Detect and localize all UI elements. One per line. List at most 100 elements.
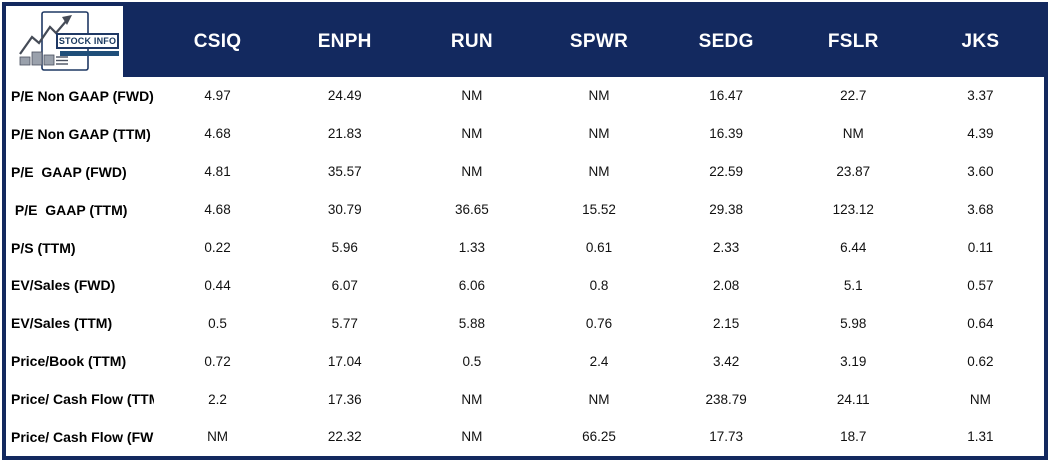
- value-cell: 0.8: [589, 277, 609, 293]
- value-cell: 16.39: [709, 126, 744, 142]
- value-cell: 15.52: [582, 202, 616, 218]
- value-cell: 4.81: [204, 164, 231, 180]
- table-row-ev-sales-ttm: EV/Sales (TTM) 0.5 5.77 5.88 0.76 2.15 5…: [6, 304, 1044, 342]
- metric-label: EV/Sales (TTM): [11, 315, 113, 332]
- header-ticker-csiq: CSIQ: [193, 30, 242, 52]
- value-cell: NM: [588, 126, 610, 142]
- value-cell: 24.11: [836, 391, 870, 407]
- value-cell: 0.64: [967, 315, 994, 331]
- metric-label: EV/Sales (FWD): [11, 277, 116, 294]
- value-cell: 3.42: [712, 353, 740, 369]
- value-cell: 0.44: [204, 277, 231, 293]
- header-ticker-enph: ENPH: [317, 30, 372, 52]
- value-cell: 23.87: [836, 164, 871, 180]
- value-cell: 35.57: [327, 164, 362, 180]
- value-cell: 2.15: [712, 315, 740, 331]
- value-cell: 5.96: [331, 240, 358, 255]
- value-cell: 6.07: [331, 277, 358, 293]
- value-cell: NM: [588, 391, 610, 407]
- value-cell: 17.04: [327, 353, 362, 369]
- value-cell: 0.62: [967, 353, 994, 369]
- value-cell: NM: [461, 429, 483, 445]
- table-row-price-cashflow-ttm: Price/ Cash Flow (TTM) 2.2 17.36 NM NM 2…: [6, 380, 1044, 418]
- value-cell: 0.5: [462, 353, 482, 369]
- metric-label: P/S (TTM): [11, 239, 76, 256]
- value-cell: 0.11: [967, 240, 994, 255]
- value-cell: NM: [461, 88, 483, 104]
- table-row-price-cashflow-fwd: Price/ Cash Flow (FWD) NM 22.32 NM 66.25…: [6, 418, 1044, 456]
- value-cell: 3.37: [967, 88, 994, 104]
- header-ticker-spwr: SPWR: [569, 30, 629, 52]
- value-cell: 4.97: [204, 88, 231, 104]
- value-cell: NM: [588, 164, 610, 180]
- header-ticker-run: RUN: [450, 30, 493, 52]
- value-cell: 16.47: [709, 88, 744, 104]
- value-cell: 4.68: [204, 202, 231, 218]
- value-cell: 6.06: [458, 277, 485, 293]
- value-cell: 3.68: [967, 202, 994, 218]
- metric-label: P/E GAAP (TTM): [11, 201, 128, 218]
- value-cell: 0.76: [585, 315, 613, 331]
- value-cell: 2.2: [208, 391, 227, 407]
- metric-label: P/E Non GAAP (FWD): [11, 87, 154, 104]
- value-cell: 0.61: [585, 240, 613, 255]
- value-cell: 36.65: [454, 202, 489, 218]
- value-cell: 123.12: [832, 202, 874, 218]
- metric-label: Price/Book (TTM): [11, 353, 127, 370]
- value-cell: 5.77: [331, 315, 358, 331]
- value-cell: NM: [588, 88, 610, 104]
- table-row-ps-ttm: P/S (TTM) 0.22 5.96 1.33 0.61 2.33 6.44 …: [6, 229, 1044, 267]
- logo-cell: STOCK INFO: [6, 6, 154, 77]
- value-cell: 2.08: [712, 277, 740, 293]
- value-cell: 4.68: [204, 126, 231, 142]
- metric-label: Price/ Cash Flow (TTM): [11, 391, 154, 408]
- stock-info-badge: STOCK INFO: [56, 33, 119, 49]
- value-cell: 0.22: [204, 240, 231, 255]
- header-ticker-sedg: SEDG: [698, 30, 754, 52]
- value-cell: NM: [461, 126, 483, 142]
- metric-label: P/E Non GAAP (TTM): [11, 125, 151, 142]
- value-cell: 3.60: [967, 164, 994, 180]
- value-cell: 238.79: [705, 391, 747, 407]
- value-cell: 22.32: [327, 429, 362, 445]
- value-cell: 0.57: [967, 277, 994, 293]
- table-header-row: STOCK INFO CSIQ ENPH RUN SPWR SEDG FSLR …: [6, 6, 1044, 77]
- metric-label: Price/ Cash Flow (FWD): [11, 428, 154, 445]
- value-cell: 5.98: [840, 315, 867, 331]
- value-cell: 3.19: [840, 353, 867, 369]
- header-ticker-jks: JKS: [961, 30, 1000, 52]
- value-cell: 1.31: [967, 429, 994, 445]
- value-cell: 22.59: [709, 164, 744, 180]
- table-row-pe-nongaap-ttm: P/E Non GAAP (TTM) 4.68 21.83 NM NM 16.3…: [6, 115, 1044, 153]
- header-ticker-fslr: FSLR: [827, 30, 879, 52]
- value-cell: 0.5: [208, 315, 227, 331]
- value-cell: 2.33: [712, 240, 740, 255]
- value-cell: 6.44: [840, 240, 867, 255]
- value-cell: 21.83: [327, 126, 362, 142]
- stock-info-logo: STOCK INFO: [6, 6, 123, 77]
- value-cell: 5.88: [458, 315, 485, 331]
- value-cell: NM: [969, 391, 991, 407]
- value-cell: NM: [461, 164, 483, 180]
- value-cell: 0.72: [204, 353, 231, 369]
- table-row-pe-gaap-fwd: P/E GAAP (FWD) 4.81 35.57 NM NM 22.59 23…: [6, 153, 1044, 191]
- metric-label: P/E GAAP (FWD): [11, 163, 127, 180]
- value-cell: 17.73: [709, 429, 744, 445]
- value-cell: 18.7: [840, 429, 867, 445]
- value-cell: NM: [461, 391, 483, 407]
- table-row-pe-nongaap-fwd: P/E Non GAAP (FWD) 4.97 24.49 NM NM 16.4…: [6, 77, 1044, 115]
- value-cell: NM: [842, 126, 864, 142]
- value-cell: 5.1: [843, 277, 863, 293]
- value-cell: 24.49: [327, 88, 362, 104]
- value-cell: 2.4: [589, 353, 609, 369]
- table-body: P/E Non GAAP (FWD) 4.97 24.49 NM NM 16.4…: [6, 77, 1044, 456]
- table-row-price-book-ttm: Price/Book (TTM) 0.72 17.04 0.5 2.4 3.42…: [6, 342, 1044, 380]
- stock-info-badge-shadow: [60, 51, 119, 56]
- value-cell: 29.38: [709, 202, 744, 218]
- value-cell: 66.25: [582, 429, 616, 445]
- value-cell: NM: [207, 429, 229, 445]
- value-cell: 22.7: [840, 88, 867, 104]
- value-cell: 1.33: [458, 240, 485, 255]
- stock-chart-icon: [19, 11, 89, 71]
